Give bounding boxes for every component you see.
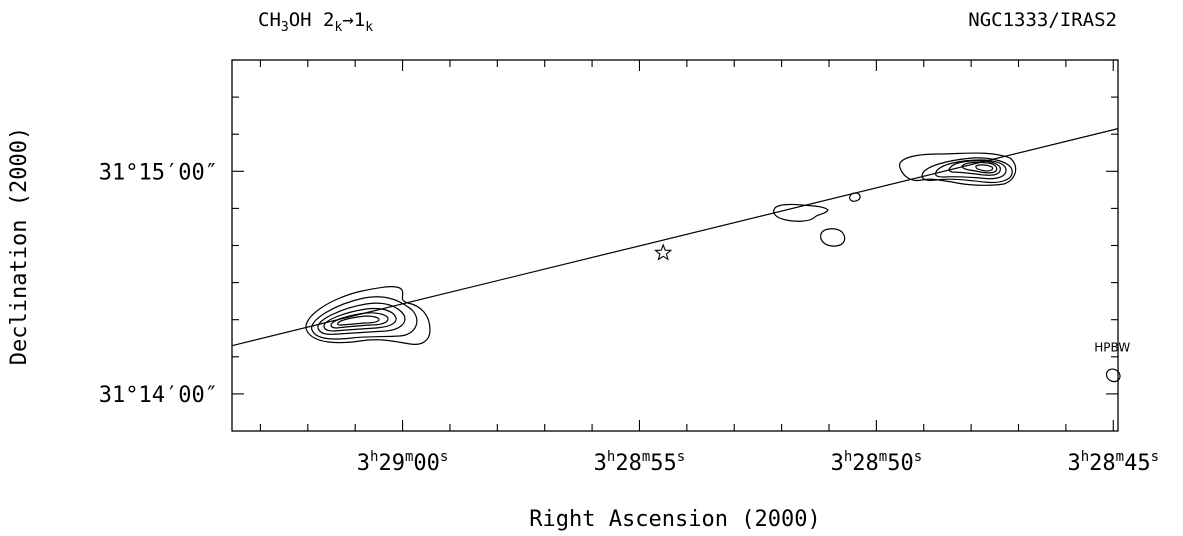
contours-middle	[773, 192, 861, 247]
source-name-title: NGC1333/IRAS2	[968, 9, 1117, 31]
x-tick-label: 3h28m55s	[594, 449, 686, 476]
contour-level-3	[317, 302, 406, 335]
plot-frame	[231, 59, 1119, 432]
contour-level-2	[921, 157, 1013, 184]
contour-level-5	[961, 161, 998, 174]
contour-blob-c	[849, 192, 861, 202]
y-tick-label: 31°14′00″	[99, 383, 218, 408]
contour-level-3	[934, 159, 1007, 180]
y-tick-labels: 31°15′00″ 31°14′00″	[99, 160, 218, 408]
contour-level-2	[311, 296, 418, 340]
beam-label: HPBW	[1094, 340, 1130, 354]
molecule-line-title: CH3OH 2k→1k	[258, 9, 373, 35]
outflow-axis-line	[231, 128, 1119, 347]
x-tick-label: 3h28m50s	[831, 449, 923, 476]
contour-level-1	[305, 286, 431, 345]
y-axis-label: Declination (2000)	[7, 127, 32, 365]
tick-marks	[232, 59, 1118, 431]
contour-level-6	[337, 315, 380, 326]
x-tick-label: 3h29m00s	[357, 449, 449, 476]
contour-blob-b	[820, 228, 846, 247]
contour-blob-a	[773, 203, 829, 222]
contours-left-lobe	[305, 286, 431, 345]
beam-ellipse	[1105, 368, 1121, 383]
contour-level-5	[330, 312, 389, 329]
source-star-marker	[654, 243, 673, 261]
contour-level-4	[948, 160, 1001, 176]
contour-level-4	[323, 307, 397, 332]
x-tick-label: 3h28m45s	[1067, 449, 1159, 476]
x-axis-label: Right Ascension (2000)	[529, 507, 820, 532]
contour-level-1	[898, 152, 1017, 186]
y-tick-label: 31°15′00″	[99, 160, 218, 185]
x-tick-labels: 3h29m00s 3h28m55s 3h28m50s 3h28m45s	[357, 449, 1159, 476]
contours-right-lobe	[898, 152, 1017, 186]
contour-level-6	[975, 164, 994, 172]
